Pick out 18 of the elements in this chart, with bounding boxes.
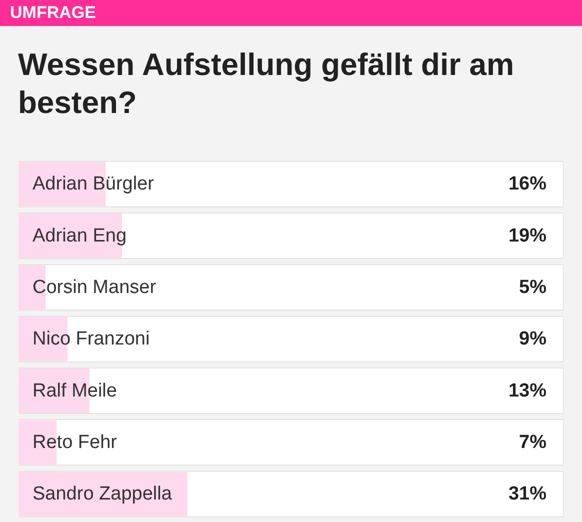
- y-tick-label: Adrian Bürgler: [32, 174, 155, 195]
- data-label: 9%: [519, 328, 547, 350]
- data-label: 7%: [519, 432, 547, 453]
- y-tick-label: Nico Franzoni: [32, 328, 150, 350]
- chart-title: Wessen Aufstellung gefällt dir am besten?: [18, 46, 516, 122]
- data-label: 19%: [508, 225, 547, 246]
- y-tick-label: Sandro Zappella: [32, 484, 172, 505]
- bar: [18, 316, 68, 362]
- data-label: 16%: [508, 174, 547, 195]
- y-tick-label: Ralf Meile: [32, 380, 117, 402]
- data-label: 13%: [508, 380, 547, 402]
- data-label: 5%: [519, 276, 547, 298]
- y-tick-label: Reto Fehr: [32, 432, 118, 453]
- data-label: 31%: [508, 484, 547, 505]
- y-tick-label: Adrian Eng: [32, 225, 127, 246]
- y-tick-label: Corsin Manser: [32, 276, 157, 298]
- text: UMFRAGE: [10, 2, 96, 24]
- bar: [18, 472, 188, 516]
